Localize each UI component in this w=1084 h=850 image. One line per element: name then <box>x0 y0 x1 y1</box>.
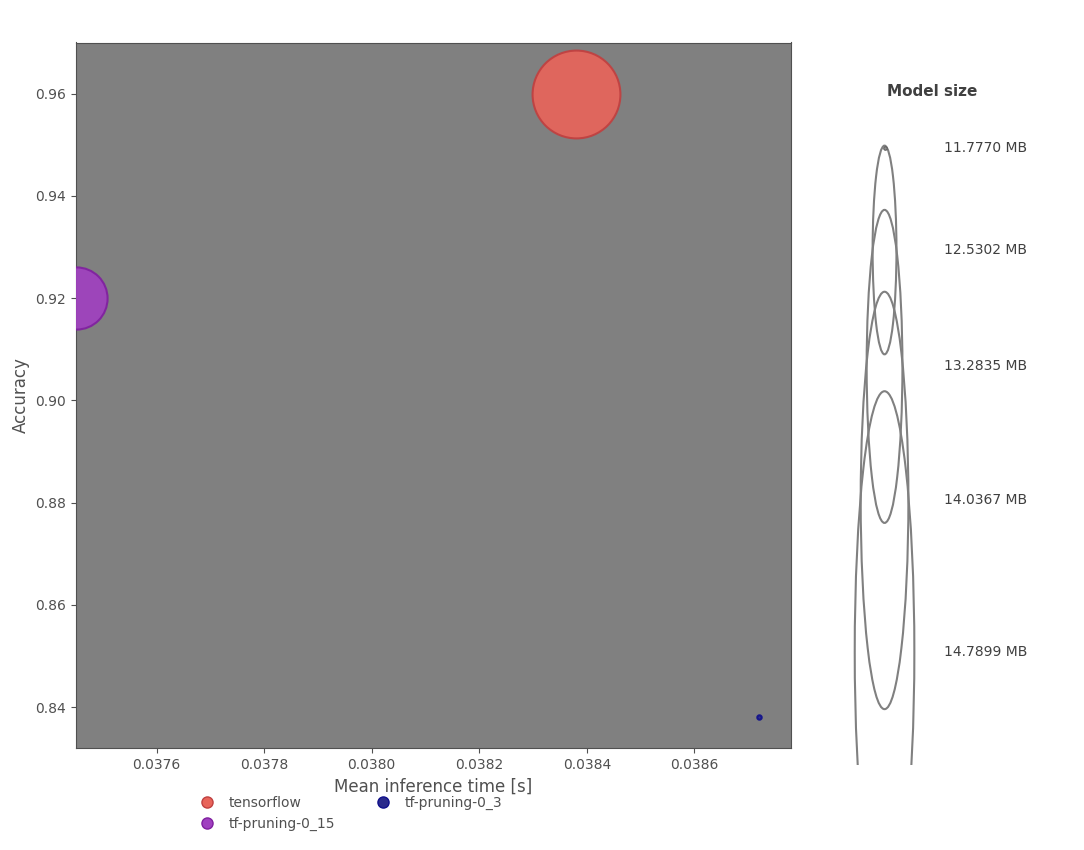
Text: 14.0367 MB: 14.0367 MB <box>944 494 1028 507</box>
Text: 12.5302 MB: 12.5302 MB <box>944 243 1028 257</box>
Point <box>750 711 767 724</box>
Point <box>568 87 585 100</box>
Text: 13.2835 MB: 13.2835 MB <box>944 360 1028 373</box>
Y-axis label: Accuracy: Accuracy <box>12 357 29 434</box>
X-axis label: Mean inference time [s]: Mean inference time [s] <box>335 777 532 796</box>
Text: Model size: Model size <box>887 84 978 99</box>
Legend: tensorflow, tf-pruning-0_15, tf-pruning-0_3: tensorflow, tf-pruning-0_15, tf-pruning-… <box>188 790 507 836</box>
Text: 14.7899 MB: 14.7899 MB <box>944 645 1028 659</box>
Text: 11.7770 MB: 11.7770 MB <box>944 141 1028 155</box>
Point <box>67 292 85 305</box>
